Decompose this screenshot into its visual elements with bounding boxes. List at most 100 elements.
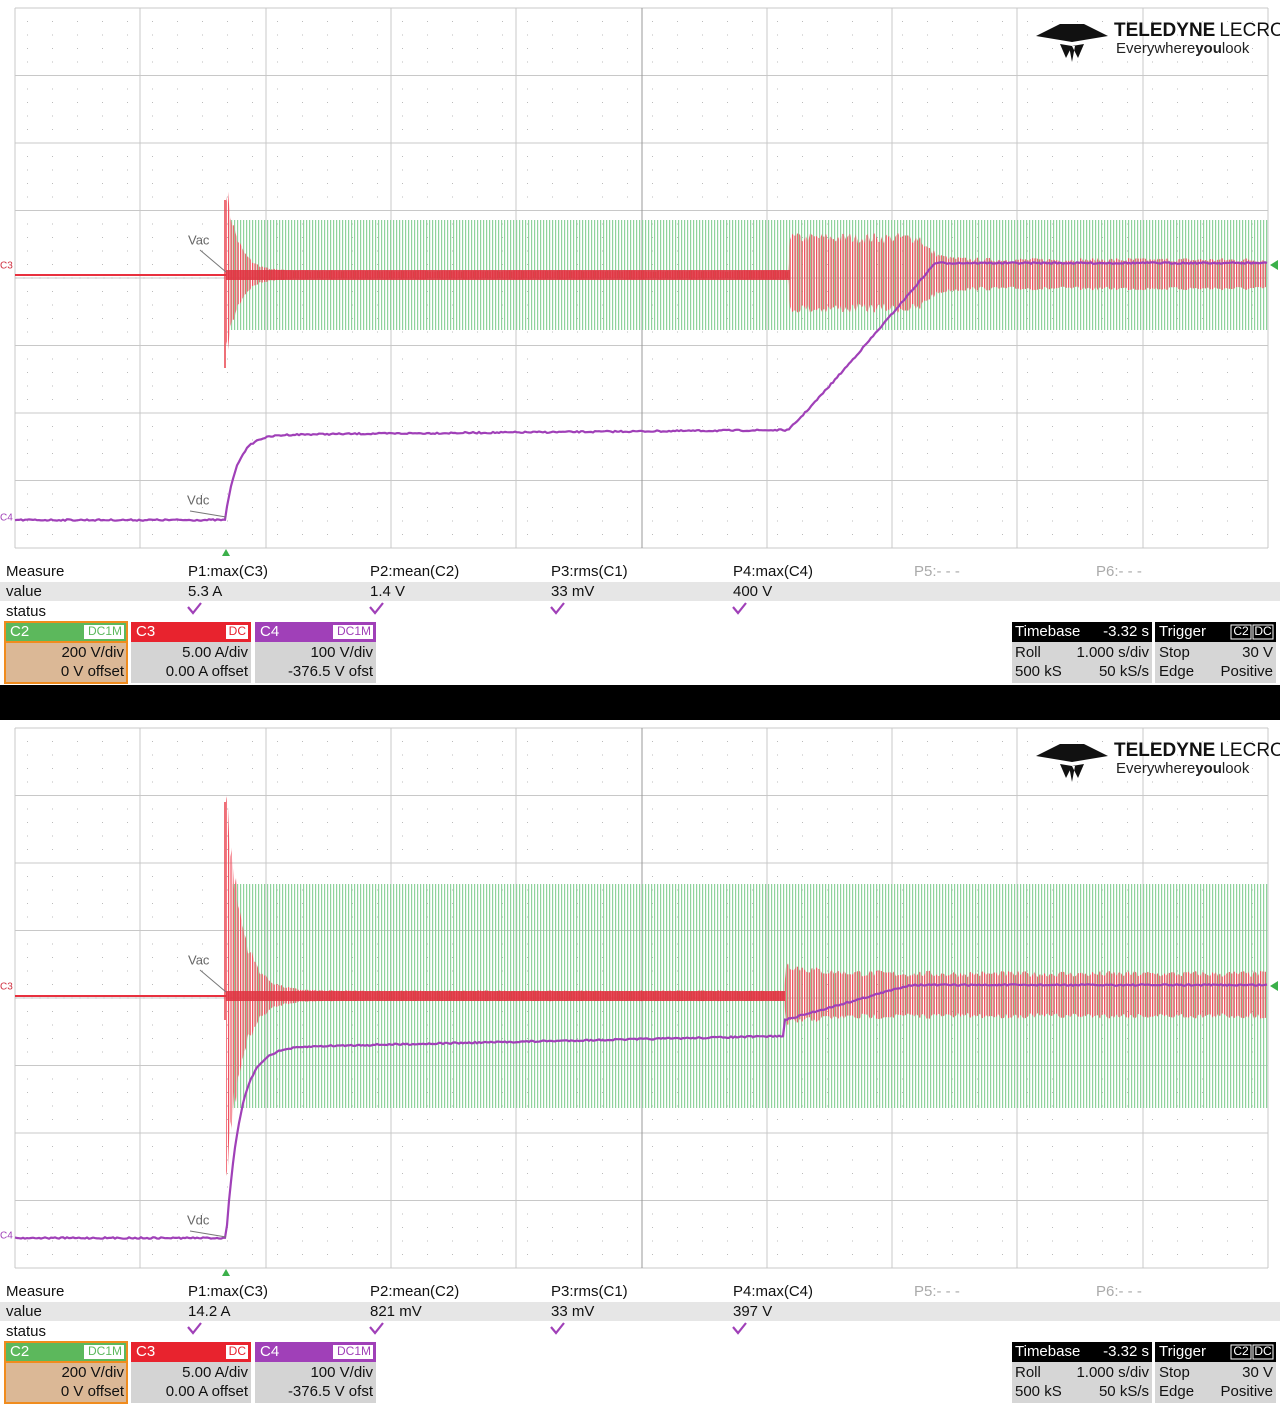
status-check (550, 1322, 565, 1335)
channel-offset: 0.00 A offset (166, 663, 249, 680)
channel-offset: 0.00 A offset (166, 1383, 249, 1400)
timebase-body (1012, 642, 1152, 683)
trigger-marker (222, 1269, 230, 1276)
logo-brand-b: LECROY (1219, 740, 1280, 761)
logo-tagline-a: Everywhere (1116, 760, 1195, 777)
channel-coupling: DC1M (337, 1344, 371, 1358)
logo-brand-b: LECROY (1219, 20, 1280, 41)
channel-scale: 200 V/div (61, 1364, 124, 1381)
channel-coupling: DC1M (337, 624, 371, 638)
coupling-box (333, 1345, 373, 1359)
status-check (369, 602, 384, 615)
status-text: Stop (1159, 644, 1190, 661)
channel-header (131, 622, 251, 642)
trigger-source-box (1230, 1344, 1252, 1360)
c3-waveform (226, 796, 1266, 1176)
status-text: Edge (1159, 1383, 1194, 1400)
measure-header: P4:max(C4) (733, 563, 813, 580)
measure-value: 1.4 V (370, 583, 405, 600)
channel-body (255, 642, 376, 683)
coupling-box (84, 1345, 124, 1359)
channel-coupling: DC1M (88, 1344, 122, 1358)
measure-header: P1:max(C3) (188, 1283, 268, 1300)
status-text: Trigger (1159, 623, 1206, 640)
trigger-header (1155, 622, 1276, 642)
measure-header: P2:mean(C2) (370, 1283, 459, 1300)
channel-name: C3 (136, 1343, 155, 1360)
trigger-marker (222, 549, 230, 556)
logo-tagline-c: look (1222, 760, 1250, 777)
measure-header: P5:- - - (914, 1283, 960, 1300)
trigger-source: C2 (1233, 1344, 1249, 1358)
status-text: Edge (1159, 663, 1194, 680)
status-text: Trigger (1159, 1343, 1206, 1360)
channel-coupling: DC (229, 1344, 247, 1358)
channel-header (131, 1342, 251, 1362)
trace-label: C3 (0, 261, 13, 272)
c3-core (226, 270, 790, 280)
trace-label: Vdc (187, 492, 210, 507)
measure-header: P3:rms(C1) (551, 563, 628, 580)
logo-tagline: Everywhereyoulook (1116, 40, 1250, 57)
logo-tagline-c: look (1222, 40, 1250, 57)
status-text: 500 kS (1015, 663, 1062, 680)
measure-value: 821 mV (370, 1303, 422, 1320)
logo-tagline-b: you (1195, 40, 1222, 57)
status-text: -3.32 s (1103, 623, 1149, 640)
logo-icon (1036, 744, 1108, 782)
logo-brand: TELEDYNELECROY (1114, 20, 1280, 41)
trace-label: C4 (0, 1231, 13, 1242)
status-text: Timebase (1015, 623, 1080, 640)
channel-body (255, 1362, 376, 1403)
coupling-box (226, 1345, 248, 1359)
measure-header: P2:mean(C2) (370, 563, 459, 580)
ground-marker (1270, 260, 1278, 270)
measure-header: P1:max(C3) (188, 563, 268, 580)
vdc-pointer (189, 510, 227, 518)
logo-brand: TELEDYNELECROY (1114, 740, 1280, 761)
trigger-body (1155, 642, 1276, 683)
status-text: -3.32 s (1103, 1343, 1149, 1360)
measure-value: value (6, 1303, 42, 1320)
value-row-bg (0, 582, 1280, 601)
measure-status: status (6, 603, 46, 620)
status-text: Timebase (1015, 1343, 1080, 1360)
logo-tagline: Everywhereyoulook (1116, 760, 1250, 777)
trigger-coupling-box (1252, 1344, 1274, 1360)
coupling-box (226, 625, 248, 639)
channel-name: C4 (260, 1343, 279, 1360)
vac-pointer (199, 969, 227, 993)
measure-header: P6:- - - (1096, 563, 1142, 580)
status-text: 50 kS/s (1099, 663, 1149, 680)
logo-tagline-b: you (1195, 760, 1222, 777)
status-text: 1.000 s/div (1076, 1364, 1149, 1381)
status-text: 50 kS/s (1099, 1383, 1149, 1400)
channel-name: C2 (10, 623, 29, 640)
status-check (732, 602, 747, 615)
trigger-body (1155, 1362, 1276, 1403)
logo-brand-a: TELEDYNE (1114, 20, 1215, 41)
c4-waveform (14, 983, 1268, 1240)
measure-value: 33 mV (551, 583, 594, 600)
measure-value: value (6, 583, 42, 600)
c3-core (226, 991, 785, 1001)
measure-value: 5.3 A (188, 583, 222, 600)
trace-label: C4 (0, 513, 13, 524)
channel-coupling: DC1M (88, 624, 122, 638)
vdc-pointer (189, 1230, 227, 1238)
trigger-coupling: DC (1254, 624, 1272, 638)
trigger-source: C2 (1233, 624, 1249, 638)
status-text: 500 kS (1015, 1383, 1062, 1400)
c4-waveform (14, 261, 1268, 522)
channel-body (131, 1362, 251, 1403)
trace-label: Vac (188, 952, 210, 967)
channel-offset: 0 V offset (61, 1383, 125, 1400)
trace-label: Vac (188, 232, 210, 247)
measure-value: 400 V (733, 583, 772, 600)
channel-offset: 0 V offset (61, 663, 125, 680)
trigger-coupling-box (1252, 624, 1274, 640)
status-text: Stop (1159, 1364, 1190, 1381)
status-text: Roll (1015, 1364, 1041, 1381)
ground-marker (1270, 981, 1278, 991)
